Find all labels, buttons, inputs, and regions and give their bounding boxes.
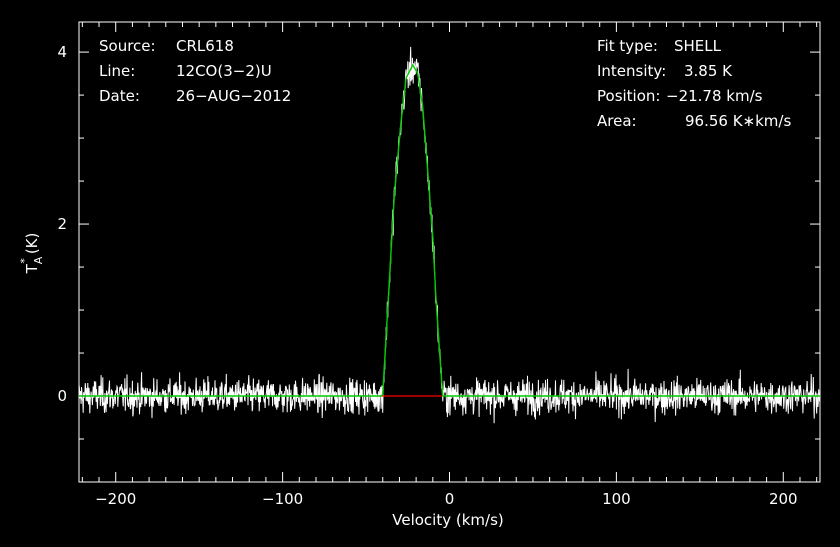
x-axis-label: Velocity (km/s): [392, 511, 503, 529]
y-axis-label-unit: (K): [23, 233, 41, 255]
x-tick-label: 200: [769, 490, 798, 508]
info-date-key: Date:: [99, 87, 140, 105]
info-date-value: 26−AUG−2012: [176, 87, 291, 105]
y-axis-label-sup: *: [18, 258, 31, 264]
x-tick-label: 100: [602, 490, 631, 508]
spectrum-trace: [78, 46, 821, 424]
y-tick-label: 4: [57, 43, 67, 61]
x-tick-label: −100: [262, 490, 303, 508]
spectrum-line: [78, 46, 821, 424]
y-tick-label: 2: [57, 215, 67, 233]
info-line-value: 12CO(3−2)U: [176, 62, 272, 80]
info-fit-type-value: SHELL: [674, 37, 722, 55]
info-area-key: Area:: [597, 112, 637, 130]
info-line-key: Line:: [99, 62, 135, 80]
info-source-key: Source:: [99, 37, 156, 55]
fit-line: [79, 63, 820, 397]
y-axis-label: TA* (K): [18, 233, 45, 275]
info-right: Fit type: SHELL Intensity: 3.85 K Positi…: [597, 37, 791, 130]
svg-text:TA*(K): TA* (K): [18, 233, 45, 275]
y-tick-label: 0: [57, 387, 67, 405]
info-intensity-value: 3.85 K: [684, 62, 733, 80]
fit-curve: [79, 63, 820, 397]
y-axis-label-symbol: T: [23, 263, 41, 274]
y-axis-label-sub: A: [32, 256, 45, 264]
axis-ticks: [79, 22, 820, 483]
x-tick-label: 0: [445, 490, 455, 508]
info-position-value: −21.78 km/s: [666, 87, 763, 105]
info-source-value: CRL618: [176, 37, 234, 55]
info-position-key: Position:: [597, 87, 660, 105]
info-left: Source: CRL618 Line: 12CO(3−2)U Date: 26…: [99, 37, 291, 105]
info-area-value: 96.56 K∗km/s: [685, 112, 791, 130]
axis-labels: −200 −100 0 100 200 0 2 4: [57, 43, 797, 508]
x-tick-label: −200: [95, 490, 136, 508]
info-fit-type-key: Fit type:: [597, 37, 658, 55]
info-intensity-key: Intensity:: [597, 62, 666, 80]
